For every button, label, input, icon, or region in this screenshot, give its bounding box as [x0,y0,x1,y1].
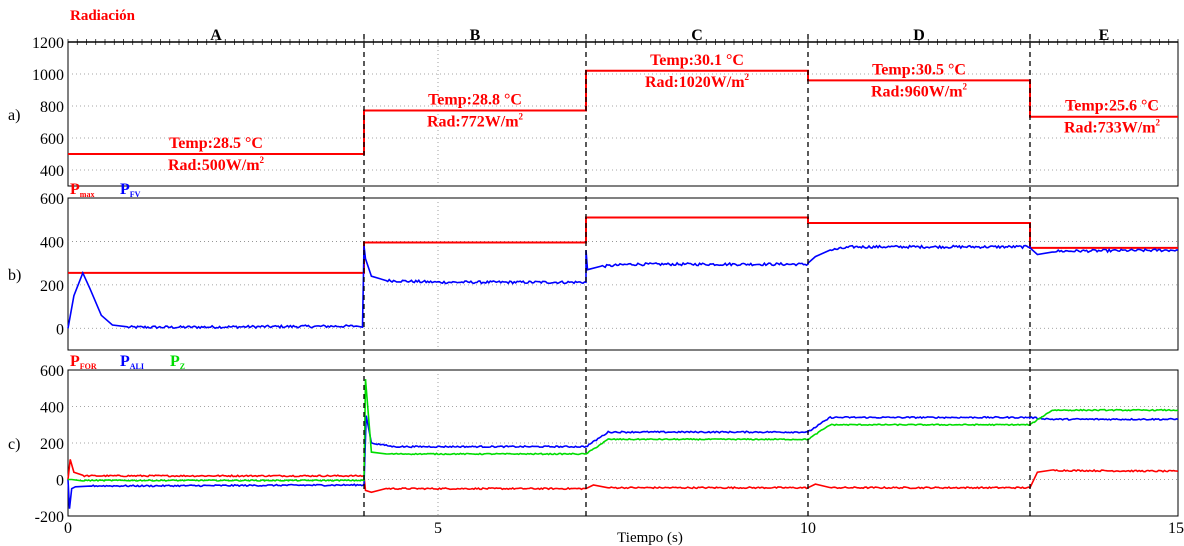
legend-entry: Pmax [70,181,94,199]
region-label: A [210,27,222,44]
legend-entry: PZ [170,353,185,371]
y-tick-label: 800 [40,99,64,116]
x-tick-label: 10 [800,520,816,537]
temp-annotation: Temp:28.8 °C [428,91,522,108]
y-tick-label: 0 [56,473,64,490]
panel-2: 0 200 400 600 b) Pmax PFV [8,181,1179,351]
y-tick-label: 600 [40,363,64,380]
plot-frame [67,369,1179,517]
x-tick-label: 0 [64,520,72,537]
plot-frame [67,197,1179,351]
y-tick-label: 400 [40,400,64,417]
temp-annotation: Temp:25.6 °C [1065,98,1159,115]
temp-annotation: Temp:28.5 °C [169,135,263,152]
region-label: E [1099,27,1110,44]
rad-annotation: Rad:500W/m2 [168,155,265,174]
x-tick-label: 15 [1168,520,1184,537]
x-tick-label: 5 [434,520,442,537]
y-tick-label: 600 [40,191,64,208]
rad-annotation: Rad:960W/m2 [871,81,968,100]
temp-annotation: Temp:30.1 °C [650,52,744,69]
panel-label: a) [8,107,20,124]
temp-annotation: Temp:30.5 °C [872,61,966,78]
panel-label: c) [8,436,20,453]
chart-title: Radiación [70,8,136,24]
legend-entry: PFOR [70,353,97,371]
y-tick-label: 400 [40,163,64,180]
y-tick-label: 400 [40,234,64,251]
y-tick-label: 200 [40,278,64,295]
rad-annotation: Rad:733W/m2 [1064,118,1161,137]
series-line-1 [67,459,1179,494]
y-tick-label: 0 [56,321,64,338]
panel-label: b) [8,267,21,284]
panel-1: 400 600 800 1000 1200 a) Radiación A Temp:28.5 °… [8,8,1179,187]
region-label: D [913,27,925,44]
y-tick-label: 200 [40,436,64,453]
y-tick-label: -200 [35,509,64,526]
legend-entry: PFV [120,181,141,199]
series-line-3 [68,379,1179,482]
rad-annotation: Rad:1020W/m2 [645,72,750,91]
x-axis-label: Tiempo (s) [617,530,683,546]
region-label: B [470,27,481,44]
legend-entry: PALI [120,353,144,371]
y-tick-label: 600 [40,131,64,148]
y-tick-label: 1200 [32,35,64,52]
rad-annotation: Rad:772W/m2 [427,111,524,130]
series-line-2 [67,244,1179,330]
series-line-2 [67,415,1179,509]
y-tick-label: 1000 [32,67,64,84]
region-label: C [691,27,703,44]
